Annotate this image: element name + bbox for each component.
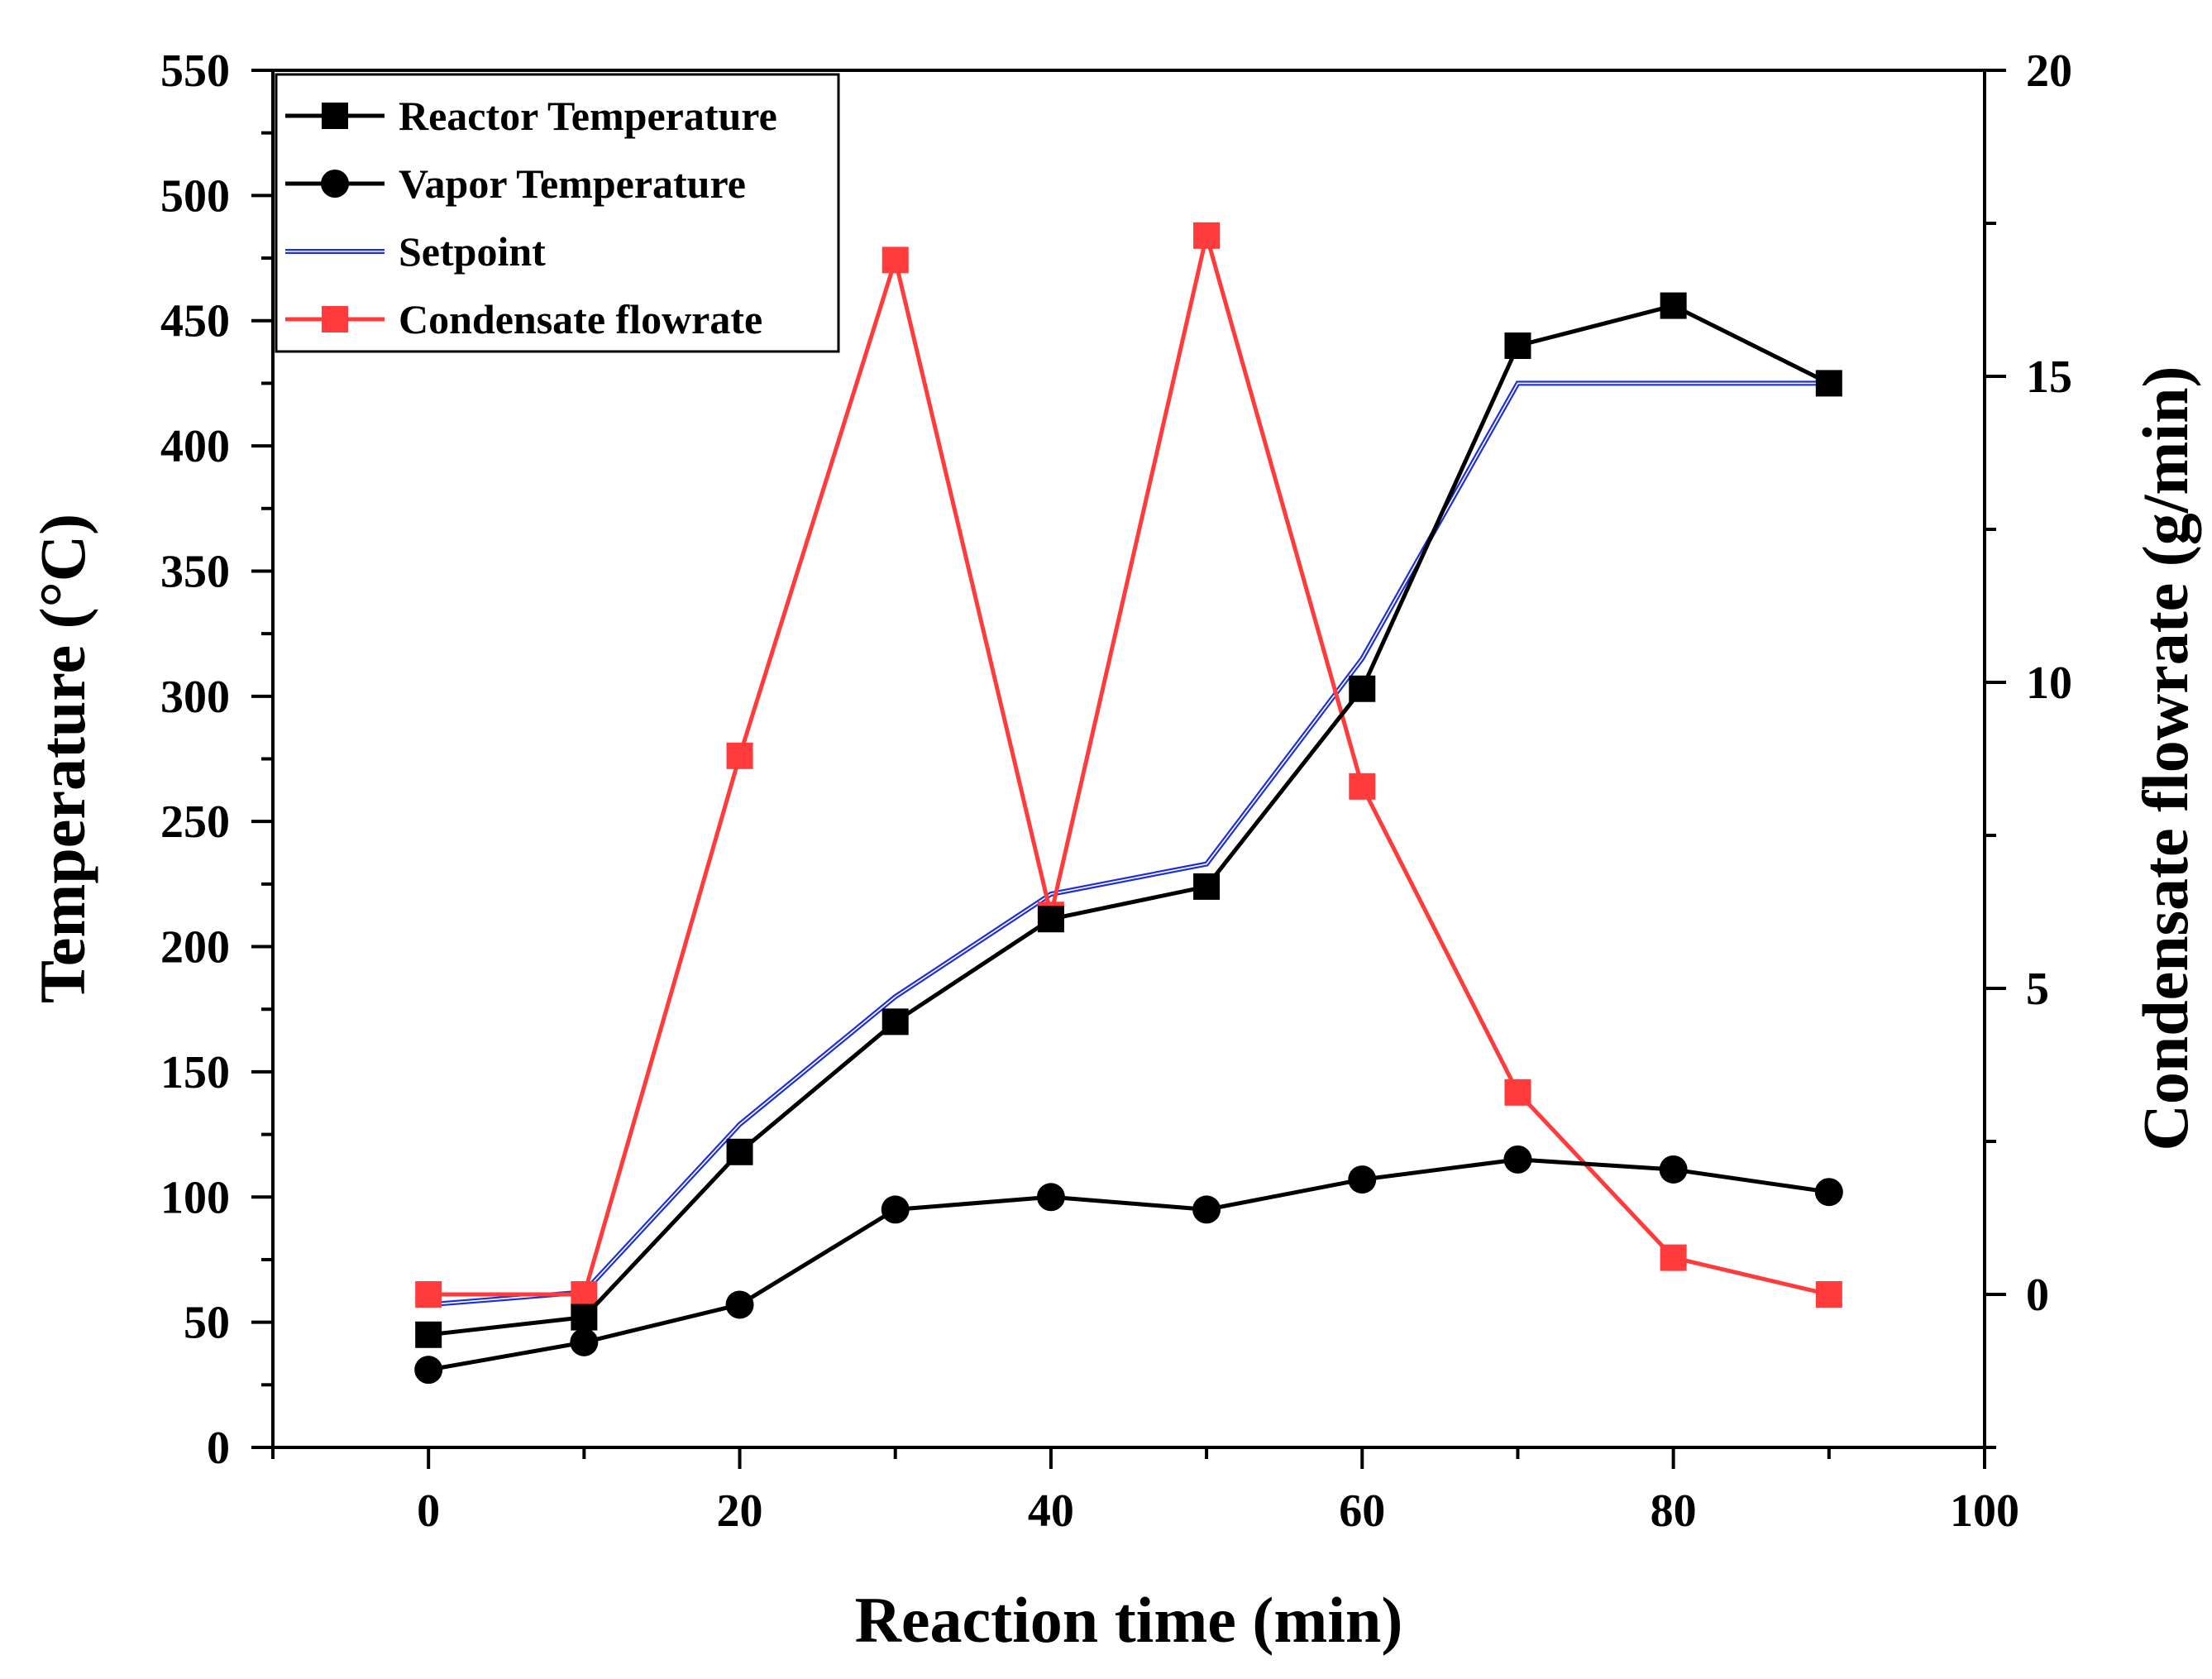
legend-marker-reactor-temperature	[322, 103, 348, 129]
reactor-temperature-point	[1504, 332, 1531, 359]
reactor-temperature-point	[1037, 906, 1064, 933]
x-tick-label: 40	[1028, 1485, 1074, 1537]
condensate-flowrate-point	[415, 1281, 442, 1308]
vapor-temperature-point	[1503, 1145, 1532, 1174]
y2-axis-title: Condensate flowrate (g/min)	[2129, 366, 2201, 1151]
y2-tick-label: 0	[2026, 1270, 2049, 1321]
y2-tick-label: 5	[2026, 964, 2049, 1015]
y-tick-label: 450	[160, 296, 230, 347]
y-tick-label: 50	[184, 1298, 230, 1349]
y2-tick-label: 15	[2026, 352, 2072, 403]
reactor-temperature-point	[1193, 873, 1221, 900]
vapor-temperature-point	[725, 1290, 754, 1319]
y-tick-label: 400	[160, 421, 230, 472]
y2-tick-label: 20	[2026, 45, 2072, 97]
legend-label-setpoint: Setpoint	[399, 228, 546, 275]
vapor-temperature-point	[1036, 1183, 1065, 1212]
y-tick-label: 500	[160, 170, 230, 222]
condensate-flowrate-point	[726, 742, 753, 769]
condensate-flowrate-point	[881, 246, 909, 274]
x-tick-label: 60	[1339, 1485, 1385, 1537]
y-tick-label: 550	[160, 45, 230, 97]
y-tick-label: 300	[160, 672, 230, 723]
vapor-temperature-point	[1659, 1155, 1688, 1184]
vapor-temperature-point	[881, 1195, 910, 1224]
x-tick-label: 100	[1950, 1485, 2019, 1537]
legend-box	[275, 73, 840, 353]
reactor-temperature-point	[1815, 370, 1842, 397]
y-tick-label: 350	[160, 546, 230, 597]
series-layer	[414, 222, 1843, 1385]
legend-marker-vapor-temperature	[321, 170, 349, 198]
reactor-temperature-point	[1660, 292, 1687, 319]
y-tick-label: 250	[160, 796, 230, 848]
vapor-temperature-point	[570, 1327, 599, 1356]
x-tick-label: 80	[1651, 1485, 1697, 1537]
setpoint-line-core	[428, 382, 1829, 1306]
y-tick-label: 0	[207, 1423, 230, 1474]
y-axis-title: Temperature (°C)	[26, 514, 98, 1003]
y2-tick-label: 10	[2026, 658, 2072, 709]
vapor-temperature-point	[1348, 1165, 1377, 1194]
y-tick-label: 200	[160, 922, 230, 973]
legend-label-condensate-flowrate: Condensate flowrate	[399, 296, 762, 342]
condensate-flowrate-point	[571, 1281, 598, 1308]
x-tick-label: 0	[417, 1485, 440, 1537]
reactor-temperature-point	[1349, 675, 1376, 702]
reactor-temperature-point	[881, 1008, 909, 1036]
reactor-temperature-point	[415, 1321, 442, 1348]
vapor-temperature-point	[414, 1356, 443, 1385]
reactor-temperature-point	[571, 1303, 598, 1331]
reactor-temperature-point	[726, 1138, 753, 1165]
condensate-flowrate-line	[428, 233, 1830, 1297]
x-axis-title: Reaction time (min)	[855, 1584, 1403, 1656]
condensate-flowrate-point	[1349, 773, 1376, 800]
condensate-flowrate-point	[1815, 1281, 1842, 1308]
condensate-flowrate-point	[1660, 1244, 1687, 1271]
vapor-temperature-point	[1814, 1178, 1843, 1207]
vapor-temperature-point	[1192, 1195, 1221, 1224]
reactor-temperature-line	[428, 304, 1830, 1337]
legend-marker-condensate-flowrate	[322, 306, 348, 332]
vapor-temperature-line	[428, 1157, 1830, 1372]
legend-label-reactor-temperature: Reactor Temperature	[399, 93, 777, 139]
legend: Reactor Temperature Vapor Temperature Setp…	[275, 73, 840, 353]
ticks-layer: 0 20 40 60 80 1000501001502002503003504004505…	[160, 45, 2072, 1537]
y-tick-label: 150	[160, 1047, 230, 1098]
x-tick-label: 20	[717, 1485, 763, 1537]
y-tick-label: 100	[160, 1172, 230, 1223]
legend-label-vapor-temperature: Vapor Temperature	[399, 160, 746, 207]
condensate-flowrate-point	[1504, 1079, 1531, 1106]
condensate-flowrate-point	[1193, 222, 1221, 249]
